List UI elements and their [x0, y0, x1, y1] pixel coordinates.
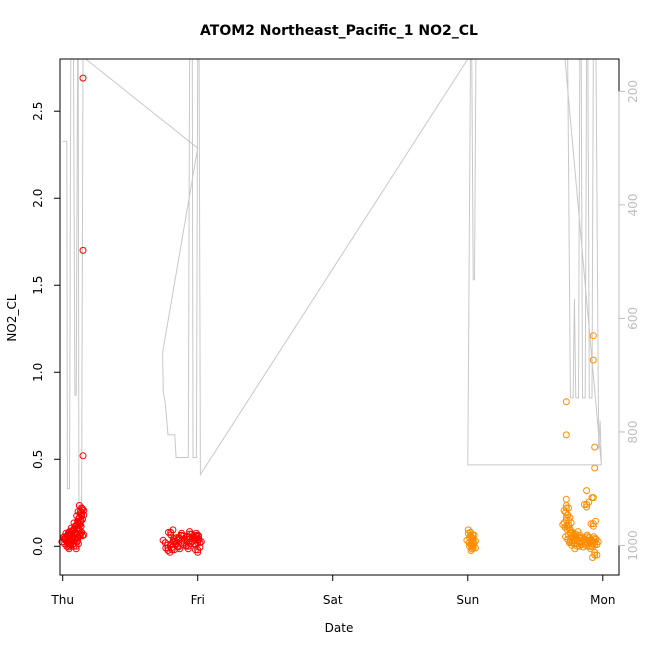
data-point-series-2 [574, 528, 582, 536]
data-point-series-2 [562, 431, 570, 439]
data-point-series-2 [471, 544, 479, 552]
data-point-series-1 [169, 526, 177, 534]
x-axis: Thu Fri Sat Sun Mon [50, 574, 615, 607]
x-axis-label: Date [325, 621, 354, 635]
data-point-series-1 [187, 540, 194, 548]
data-point-series-2 [583, 487, 591, 495]
y-tick-label: 0.0 [31, 537, 45, 556]
data-point-series-2 [469, 534, 477, 542]
data-point-series-2 [589, 540, 597, 548]
data-point-series-2 [589, 332, 597, 340]
y-axis-label: NO2_CL [5, 294, 19, 341]
data-point-series-2 [591, 443, 599, 451]
data-point-series-2 [563, 526, 571, 534]
data-point-series-2 [567, 519, 575, 527]
x-tick-label: Sun [456, 593, 479, 607]
data-point-series-1 [65, 545, 73, 553]
data-point-series-1 [79, 74, 87, 82]
data-point-series-2 [562, 398, 570, 406]
data-point-series-2 [589, 356, 597, 364]
secondary-y-tick-label: 800 [626, 421, 640, 444]
y-axis: 0.0 0.5 1.0 1.5 2.0 2.5 [31, 102, 61, 556]
plot-frame [59, 58, 620, 576]
secondary-y-tick-label: 600 [626, 307, 640, 330]
data-point-series-1 [196, 543, 204, 551]
y-tick-label: 2.0 [31, 189, 45, 208]
data-point-series-2 [579, 543, 587, 551]
data-point-series-1 [79, 452, 87, 460]
secondary-line-layer [62, 58, 602, 507]
data-point-series-1 [79, 532, 86, 540]
points-layer [58, 74, 602, 561]
data-point-series-1 [164, 541, 171, 549]
chart-title: ATOM2 Northeast_Pacific_1 NO2_CL [200, 23, 478, 39]
data-point-series-2 [573, 535, 581, 543]
secondary-series-line [62, 58, 602, 507]
x-tick-label: Sat [323, 593, 343, 607]
data-point-series-2 [589, 494, 597, 502]
data-point-series-2 [591, 464, 599, 472]
data-point-series-1 [195, 532, 203, 540]
data-point-series-2 [592, 517, 599, 525]
y-tick-label: 1.0 [31, 363, 45, 382]
data-point-series-2 [562, 495, 570, 503]
data-point-series-1 [80, 511, 88, 519]
y-tick-label: 2.5 [31, 102, 45, 121]
data-point-series-1 [74, 540, 82, 548]
secondary-y-tick-label: 200 [626, 80, 640, 103]
data-point-series-1 [79, 246, 87, 254]
data-point-series-1 [80, 531, 88, 539]
data-point-series-2 [593, 551, 601, 559]
y-tick-label: 1.5 [31, 276, 45, 295]
x-tick-label: Mon [590, 593, 615, 607]
data-point-series-2 [585, 498, 593, 506]
secondary-y-tick-label: 1000 [626, 530, 640, 561]
secondary-y-axis: 200 400 600 800 1000 [618, 80, 640, 561]
data-point-series-1 [196, 539, 204, 547]
y-tick-label: 0.5 [31, 450, 45, 469]
data-point-series-1 [69, 541, 77, 548]
x-tick-label: Fri [191, 593, 205, 607]
secondary-y-tick-label: 400 [626, 193, 640, 216]
data-point-series-1 [176, 545, 184, 553]
x-tick-label: Thu [50, 593, 74, 607]
